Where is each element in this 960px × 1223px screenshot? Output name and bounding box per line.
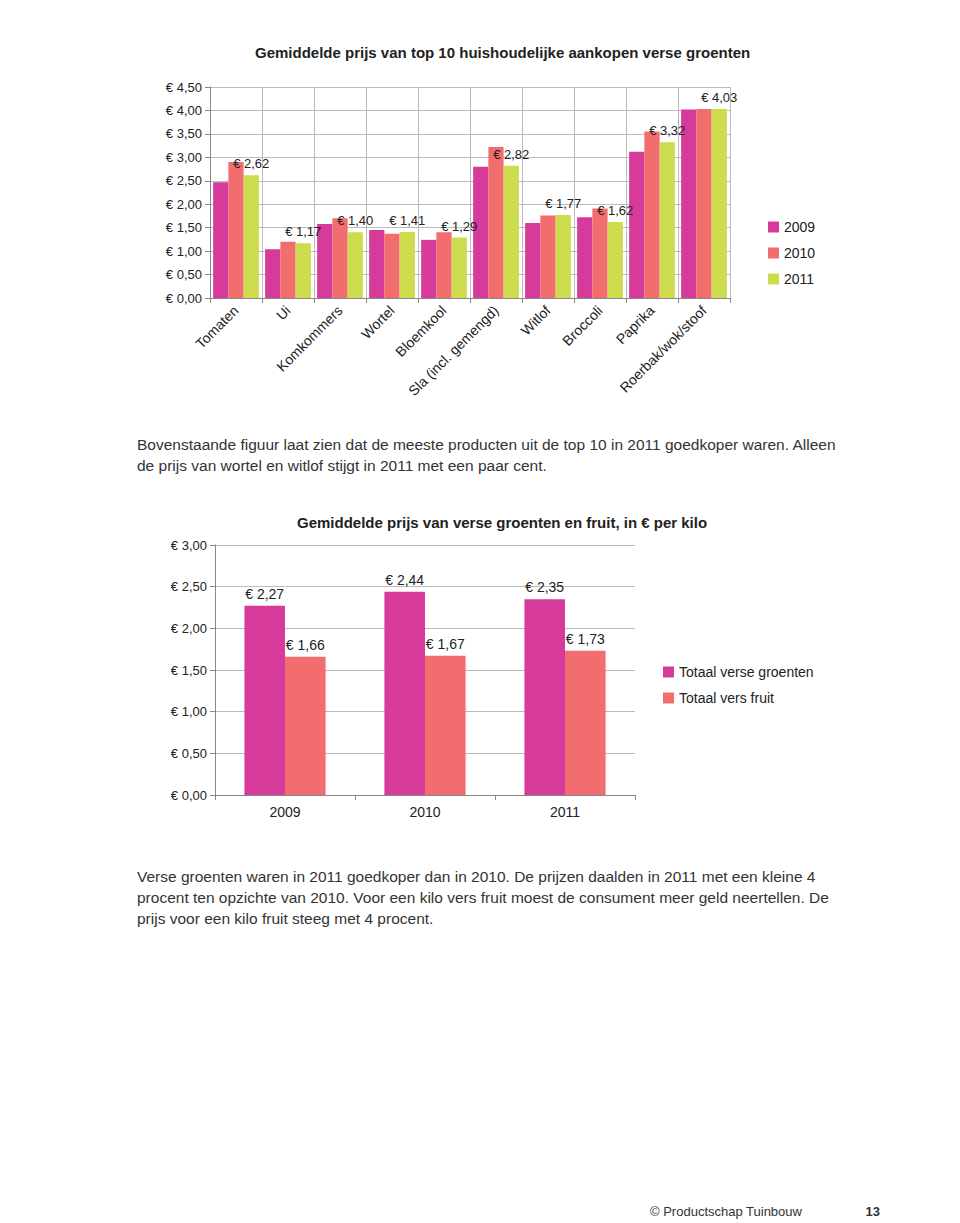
svg-text:€ 0,50: € 0,50 <box>166 267 202 282</box>
svg-text:Gemiddelde prijs van verse gro: Gemiddelde prijs van verse groenten en f… <box>297 514 707 531</box>
svg-text:€ 3,00: € 3,00 <box>171 538 207 553</box>
svg-text:2010: 2010 <box>409 804 440 820</box>
svg-text:€ 3,32: € 3,32 <box>649 123 685 138</box>
svg-text:2011: 2011 <box>784 271 814 287</box>
svg-text:Totaal verse groenten: Totaal verse groenten <box>679 664 814 680</box>
svg-text:€ 1,73: € 1,73 <box>566 631 605 647</box>
svg-text:€ 1,62: € 1,62 <box>597 203 633 218</box>
svg-text:€ 2,62: € 2,62 <box>233 156 269 171</box>
svg-text:€ 2,00: € 2,00 <box>171 621 207 636</box>
svg-text:€ 1,00: € 1,00 <box>166 244 202 259</box>
svg-text:€ 1,66: € 1,66 <box>286 637 325 653</box>
svg-text:€ 2,35: € 2,35 <box>525 579 564 595</box>
svg-text:€ 1,67: € 1,67 <box>426 636 465 652</box>
svg-text:2011: 2011 <box>550 804 580 820</box>
svg-text:Gemiddelde prijs van top 10 hu: Gemiddelde prijs van top 10 huishoudelij… <box>255 44 750 61</box>
svg-text:€ 1,00: € 1,00 <box>171 704 207 719</box>
svg-text:€ 1,40: € 1,40 <box>337 213 373 228</box>
html-text:Verse groenten waren in 2011 g: Verse groenten waren in 2011 goedkoper d… <box>137 868 829 927</box>
svg-text:2010: 2010 <box>784 245 815 261</box>
svg-text:2009: 2009 <box>784 219 815 235</box>
html-text:13: 13 <box>865 1204 880 1219</box>
svg-text:€ 1,77: € 1,77 <box>545 196 581 211</box>
svg-text:€ 1,50: € 1,50 <box>166 220 202 235</box>
svg-text:Witlof: Witlof <box>518 302 554 338</box>
svg-text:Tomaten: Tomaten <box>192 302 241 351</box>
svg-text:Ui: Ui <box>273 302 294 323</box>
svg-text:2009: 2009 <box>269 804 300 820</box>
svg-text:€ 0,00: € 0,00 <box>166 291 202 306</box>
svg-text:€ 2,82: € 2,82 <box>493 147 529 162</box>
svg-text:Sla (incl. gemengd): Sla (incl. gemengd) <box>405 302 502 399</box>
svg-text:€ 1,17: € 1,17 <box>285 224 321 239</box>
svg-text:Wortel: Wortel <box>358 302 398 342</box>
svg-text:€ 2,50: € 2,50 <box>166 173 202 188</box>
svg-text:Paprika: Paprika <box>613 302 658 347</box>
svg-text:€ 2,44: € 2,44 <box>385 572 424 588</box>
svg-text:€ 2,27: € 2,27 <box>245 586 284 602</box>
svg-text:Broccoli: Broccoli <box>559 302 605 348</box>
svg-text:€ 1,29: € 1,29 <box>441 219 477 234</box>
svg-text:Bloemkool: Bloemkool <box>392 302 450 360</box>
svg-text:€ 4,03: € 4,03 <box>701 90 737 105</box>
svg-text:€ 0,50: € 0,50 <box>171 746 207 761</box>
svg-text:€ 1,50: € 1,50 <box>171 663 207 678</box>
svg-text:€ 3,50: € 3,50 <box>166 126 202 141</box>
svg-text:Totaal vers fruit: Totaal vers fruit <box>679 690 774 706</box>
html-text:© Productschap Tuinbouw: © Productschap Tuinbouw <box>650 1204 802 1219</box>
svg-text:€ 2,50: € 2,50 <box>171 579 207 594</box>
svg-text:€ 4,50: € 4,50 <box>166 80 202 95</box>
svg-text:€ 3,00: € 3,00 <box>166 150 202 165</box>
svg-text:€ 1,41: € 1,41 <box>389 213 425 228</box>
svg-text:Roerbak/wok/stoof: Roerbak/wok/stoof <box>616 302 709 395</box>
svg-text:€ 2,00: € 2,00 <box>166 197 202 212</box>
html-text:Bovenstaande figuur laat zien: Bovenstaande figuur laat zien dat de mee… <box>137 436 836 474</box>
svg-text:€ 4,00: € 4,00 <box>166 103 202 118</box>
svg-text:Komkommers: Komkommers <box>273 302 345 374</box>
svg-text:€ 0,00: € 0,00 <box>171 788 207 803</box>
